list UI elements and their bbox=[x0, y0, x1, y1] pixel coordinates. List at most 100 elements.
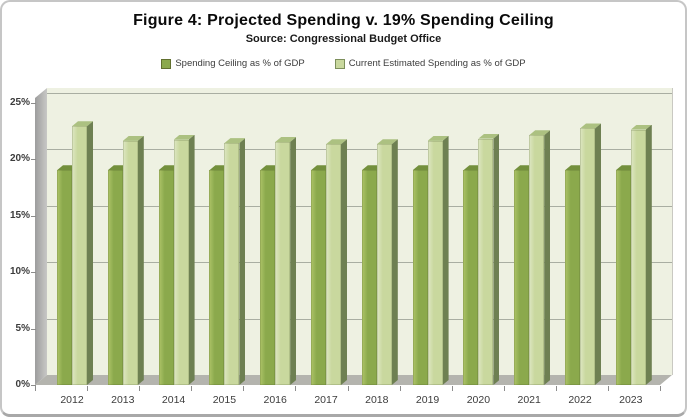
bar-2012-ceiling bbox=[57, 170, 72, 385]
bar-2021-current bbox=[529, 135, 545, 385]
bar-2022-current-side bbox=[595, 123, 601, 385]
bar-2018-current-side bbox=[391, 139, 398, 385]
bar-2020-ceiling-top bbox=[463, 165, 485, 171]
x-axis-category-label: 2023 bbox=[619, 394, 643, 406]
x-axis-tick bbox=[35, 386, 36, 391]
x-axis-category-label: 2014 bbox=[161, 394, 186, 406]
x-axis-category-label: 2022 bbox=[568, 394, 592, 406]
x-axis-tick bbox=[87, 386, 89, 391]
gridline bbox=[47, 92, 672, 94]
bar-2014-current bbox=[173, 139, 189, 385]
bar-2021-current-side bbox=[544, 130, 551, 385]
bar-2018-current-top bbox=[376, 139, 398, 145]
x-axis-category-label: 2016 bbox=[263, 394, 287, 406]
x-axis-tick bbox=[243, 386, 245, 391]
gridline bbox=[47, 149, 672, 150]
bar-2023-current-top bbox=[630, 124, 652, 130]
bar-2013-current-side bbox=[137, 135, 144, 385]
bar-2020-current-side bbox=[493, 133, 500, 385]
x-axis-category-label: 2015 bbox=[212, 394, 237, 406]
legend-label-ceiling: Spending Ceiling as % of GDP bbox=[175, 58, 305, 69]
x-axis-category-label: 2019 bbox=[415, 394, 440, 406]
y-axis-tick bbox=[31, 215, 36, 217]
bar-2022-ceiling-top bbox=[565, 165, 586, 171]
y-axis-tick bbox=[31, 385, 36, 386]
bar-2015-current-side bbox=[239, 138, 246, 385]
y-axis-tick-label: 10% bbox=[9, 266, 30, 277]
x-axis-category-label: 2017 bbox=[314, 394, 338, 406]
bar-2016-current-top bbox=[275, 137, 297, 143]
bar-2014-current-side bbox=[188, 134, 195, 385]
legend-item-current: Current Estimated Spending as % of GDP bbox=[334, 58, 526, 69]
bar-2022-current-top bbox=[580, 123, 601, 129]
bar-2017-current bbox=[326, 144, 341, 385]
bar-2015-current bbox=[224, 143, 240, 385]
bar-2012-current-top bbox=[72, 121, 93, 127]
bar-2015-ceiling bbox=[209, 170, 225, 385]
bar-2020-current bbox=[478, 138, 494, 385]
bar-2013-current bbox=[122, 140, 138, 385]
bar-2015-ceiling-top bbox=[209, 165, 231, 171]
bar-2021-ceiling bbox=[514, 170, 530, 385]
x-axis-tick bbox=[503, 386, 505, 391]
gridline bbox=[47, 318, 672, 320]
bar-2017-ceiling-top bbox=[311, 165, 332, 171]
bar-2023-ceiling-top bbox=[615, 165, 637, 171]
x-axis-tick bbox=[191, 386, 193, 391]
y-axis-tick bbox=[31, 159, 36, 160]
bar-2019-current-side bbox=[442, 135, 449, 385]
bar-2021-current-top bbox=[529, 130, 551, 136]
x-axis-tick bbox=[555, 386, 557, 391]
bar-2017-current-side bbox=[341, 139, 347, 385]
x-axis-tick bbox=[295, 386, 297, 391]
bar-2021-ceiling-top bbox=[514, 165, 536, 171]
bar-2012-current-side bbox=[87, 121, 93, 385]
chart-legend: Spending Ceiling as % of GDP Current Est… bbox=[2, 58, 685, 69]
bar-2013-current-top bbox=[122, 135, 144, 141]
bar-2017-ceiling bbox=[311, 170, 326, 385]
bar-2016-ceiling-top bbox=[260, 165, 282, 171]
bar-2023-current-side bbox=[645, 124, 652, 385]
bar-2014-ceiling-top bbox=[158, 165, 180, 171]
bar-2020-ceiling bbox=[463, 170, 479, 385]
x-axis-category-label: 2021 bbox=[517, 394, 541, 406]
bar-2023-current bbox=[630, 129, 646, 385]
y-axis-tick bbox=[31, 328, 36, 330]
bar-2016-current bbox=[275, 142, 291, 385]
bar-2019-ceiling-top bbox=[412, 165, 434, 171]
bar-2022-current bbox=[580, 128, 595, 385]
legend-swatch-current-icon bbox=[334, 58, 345, 69]
y-axis-tick-label: 20% bbox=[9, 153, 30, 164]
x-axis-tick bbox=[660, 386, 661, 391]
x-axis-tick bbox=[399, 386, 401, 391]
bar-2018-ceiling-top bbox=[361, 165, 383, 171]
bar-2019-current bbox=[427, 140, 443, 385]
bar-2019-current-top bbox=[427, 135, 449, 141]
x-axis-category-label: 2020 bbox=[466, 394, 491, 406]
x-axis-category-label: 2012 bbox=[60, 394, 84, 406]
legend-swatch-ceiling-icon bbox=[161, 58, 172, 69]
x-axis-category-label: 2013 bbox=[111, 394, 135, 406]
gridline bbox=[47, 262, 672, 263]
y-axis-tick-label: 25% bbox=[9, 96, 30, 108]
y-axis-tick-label: 0% bbox=[15, 379, 30, 390]
bar-2016-ceiling bbox=[260, 170, 276, 385]
bar-2018-current bbox=[376, 144, 392, 385]
y-axis-tick-label: 15% bbox=[9, 209, 30, 221]
bar-2012-current bbox=[72, 126, 87, 385]
bar-2012-ceiling-top bbox=[57, 165, 78, 171]
x-axis-category-label: 2018 bbox=[365, 394, 389, 406]
y-axis-tick bbox=[31, 102, 36, 104]
legend-label-current: Current Estimated Spending as % of GDP bbox=[348, 58, 526, 69]
bar-2018-ceiling bbox=[361, 170, 377, 385]
bar-2013-ceiling-top bbox=[107, 165, 129, 171]
bar-2019-ceiling bbox=[412, 170, 428, 385]
bar-2020-current-top bbox=[478, 133, 500, 139]
gridline bbox=[47, 205, 672, 207]
bar-2016-current-side bbox=[290, 137, 297, 385]
bar-2013-ceiling bbox=[107, 170, 123, 385]
x-axis-tick bbox=[451, 386, 453, 391]
y-axis-tick bbox=[31, 272, 36, 273]
x-axis-tick bbox=[607, 386, 609, 391]
bar-2023-ceiling bbox=[615, 170, 631, 385]
